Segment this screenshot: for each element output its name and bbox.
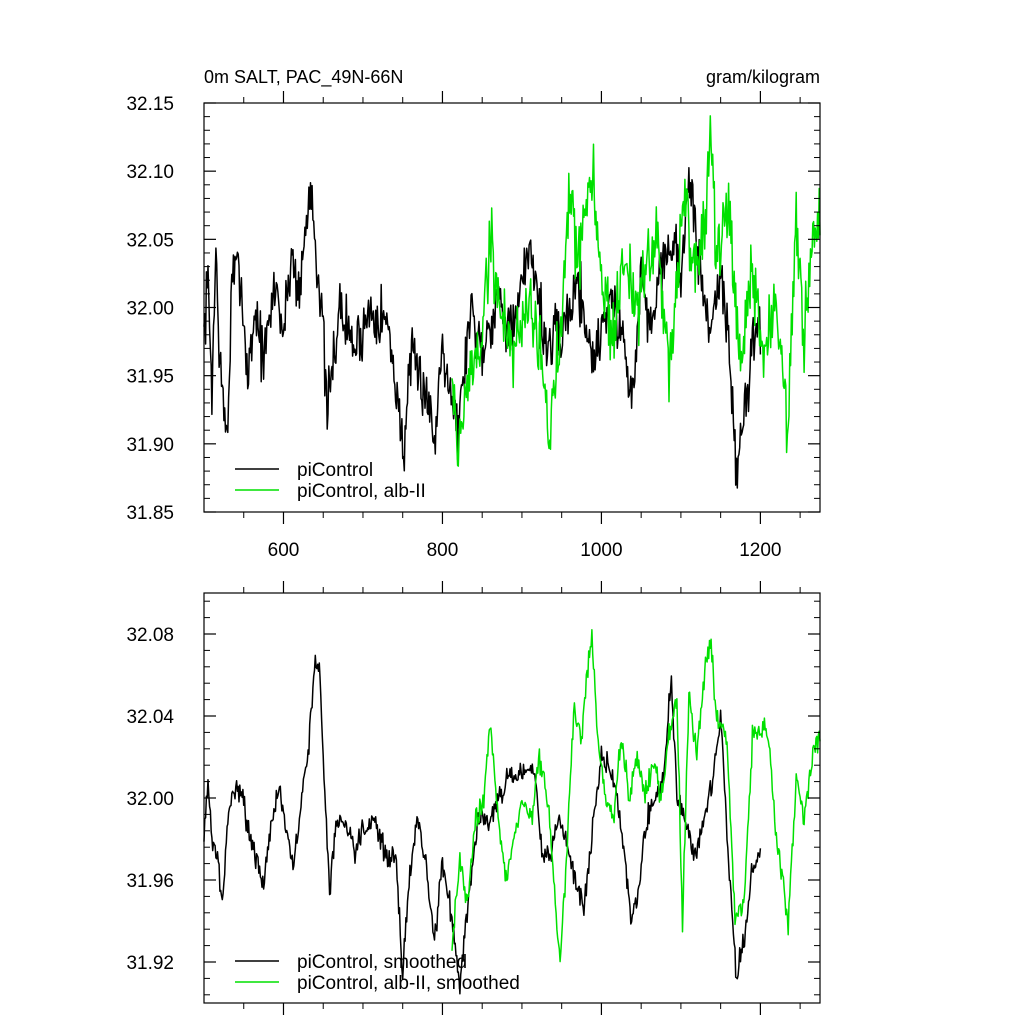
alb-ii-series-line-smoothed xyxy=(451,629,821,963)
raw-salinity-panel: 31.85 31.90 31.95 32.00 32.05 32.10 32.15 600 80… xyxy=(126,91,821,561)
y-tick-label: 32.04 xyxy=(126,707,174,728)
y-tick-label: 31.90 xyxy=(126,435,174,456)
smoothed-salinity-panel: 31.92 31.96 32.00 32.04 32.08 piControl, smoo… xyxy=(126,581,821,1015)
y-tick-label: 31.96 xyxy=(126,871,174,892)
x-tick-label: 600 xyxy=(268,540,300,561)
alb-ii-series-line-raw xyxy=(451,115,821,467)
y-tick-label: 32.15 xyxy=(126,94,174,115)
x-tick-label: 1000 xyxy=(580,540,622,561)
y-tick-label: 32.00 xyxy=(126,299,174,320)
y-tick-label: 32.00 xyxy=(126,789,174,810)
units-label: gram/kilogram xyxy=(706,67,820,87)
y-tick-label: 32.08 xyxy=(126,625,174,646)
x-tick-label: 1200 xyxy=(739,540,781,561)
y-tick-label: 32.05 xyxy=(126,230,174,251)
y-tick-label: 31.92 xyxy=(126,953,174,974)
picontrol-series-line-raw xyxy=(203,166,762,489)
y-tick-label: 31.85 xyxy=(126,503,174,524)
legend-label: piControl, alb-II, smoothed xyxy=(297,973,520,994)
x-tick-label: 800 xyxy=(427,540,459,561)
y-tick-label: 31.95 xyxy=(126,367,174,388)
y-tick-label: 32.10 xyxy=(126,162,174,183)
legend-label: piControl, alb-II xyxy=(297,481,426,502)
legend-label: piControl, smoothed xyxy=(297,952,467,973)
chart-title: 0m SALT, PAC_49N-66N xyxy=(204,67,403,88)
legend-label: piControl xyxy=(297,460,373,481)
